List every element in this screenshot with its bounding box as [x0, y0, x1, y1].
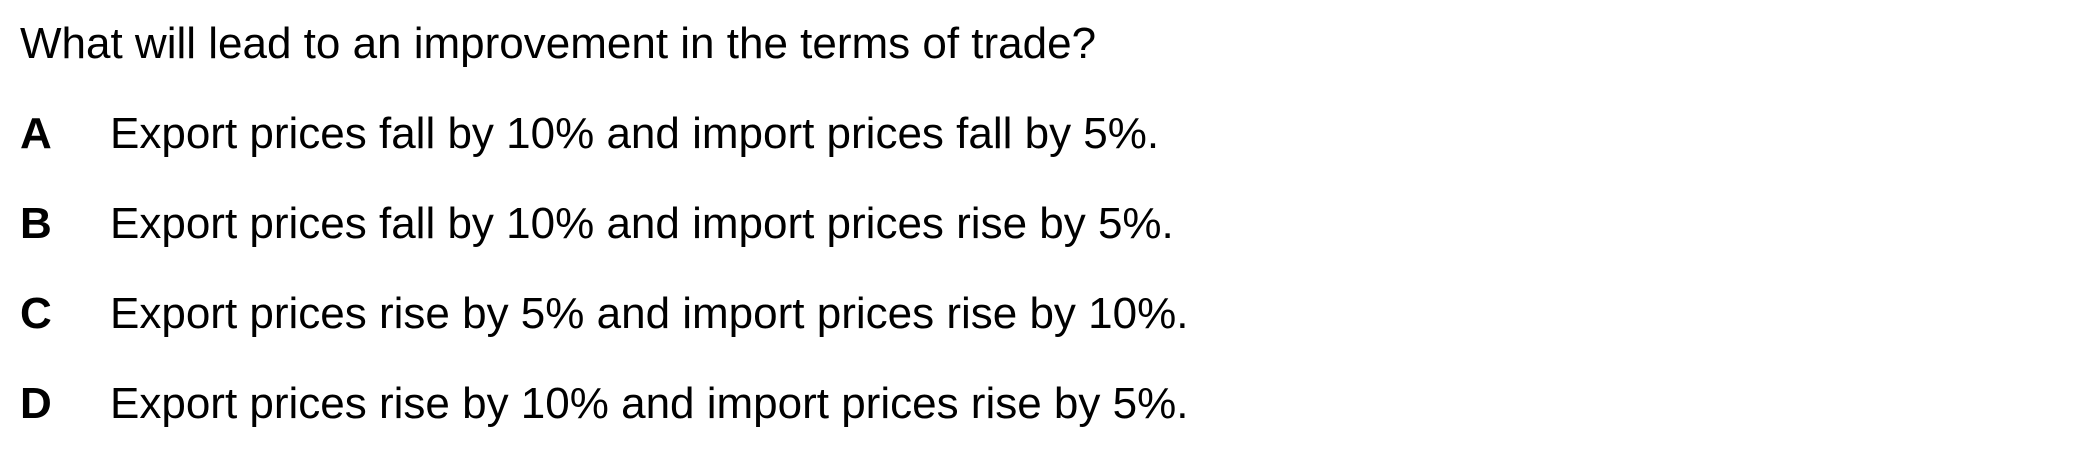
option-text: Export prices rise by 10% and import pri…	[110, 379, 1189, 428]
answer-options: A Export prices fall by 10% and import p…	[20, 108, 2080, 468]
option-letter: D	[20, 379, 52, 428]
option-letter: A	[20, 109, 52, 158]
option-letter: C	[20, 289, 52, 338]
option-c[interactable]: C Export prices rise by 5% and import pr…	[20, 288, 2080, 378]
option-a[interactable]: A Export prices fall by 10% and import p…	[20, 108, 2080, 198]
option-text: Export prices rise by 5% and import pric…	[110, 289, 1189, 338]
option-text: Export prices fall by 10% and import pri…	[110, 199, 1174, 248]
option-text: Export prices fall by 10% and import pri…	[110, 109, 1160, 158]
option-d[interactable]: D Export prices rise by 10% and import p…	[20, 378, 2080, 468]
question-text: What will lead to an improvement in the …	[20, 19, 1097, 68]
option-letter: B	[20, 199, 52, 248]
option-b[interactable]: B Export prices fall by 10% and import p…	[20, 198, 2080, 288]
